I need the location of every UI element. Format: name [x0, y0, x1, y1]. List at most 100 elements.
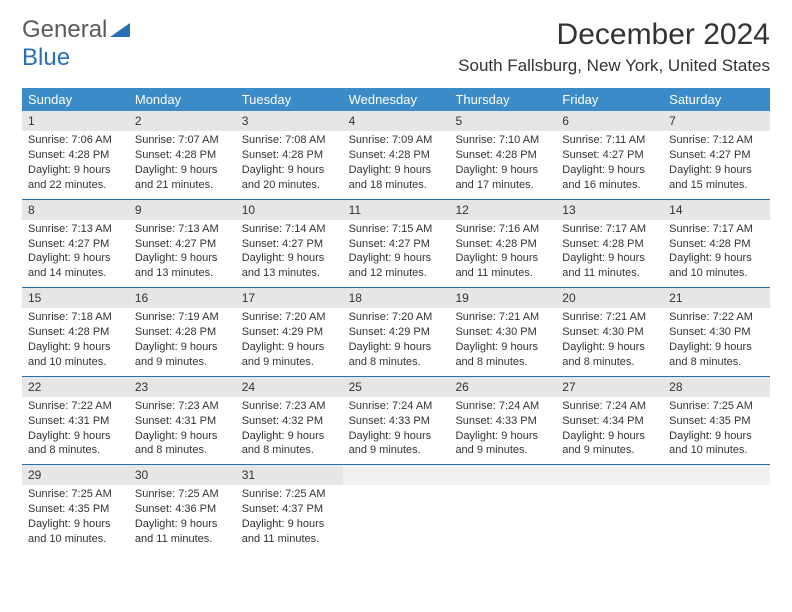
sunset-text: Sunset: 4:27 PM [135, 237, 230, 252]
calendar: SundayMondayTuesdayWednesdayThursdayFrid… [22, 88, 770, 553]
sunrise-text: Sunrise: 7:20 AM [349, 310, 444, 325]
daylight-text: Daylight: 9 hours and 8 minutes. [135, 429, 230, 459]
day-number: 15 [22, 288, 129, 308]
day-body: Sunrise: 7:24 AMSunset: 4:33 PMDaylight:… [343, 397, 450, 464]
day-body: Sunrise: 7:24 AMSunset: 4:33 PMDaylight:… [449, 397, 556, 464]
daylight-text: Daylight: 9 hours and 15 minutes. [669, 163, 764, 193]
day-cell: 21Sunrise: 7:22 AMSunset: 4:30 PMDayligh… [663, 288, 770, 376]
day-number: 30 [129, 465, 236, 485]
day-body: Sunrise: 7:19 AMSunset: 4:28 PMDaylight:… [129, 308, 236, 375]
sunset-text: Sunset: 4:27 PM [28, 237, 123, 252]
sunset-text: Sunset: 4:36 PM [135, 502, 230, 517]
day-number: 26 [449, 377, 556, 397]
day-cell: 15Sunrise: 7:18 AMSunset: 4:28 PMDayligh… [22, 288, 129, 376]
day-number: 1 [22, 111, 129, 131]
sunrise-text: Sunrise: 7:06 AM [28, 133, 123, 148]
sunset-text: Sunset: 4:29 PM [242, 325, 337, 340]
sunrise-text: Sunrise: 7:24 AM [455, 399, 550, 414]
day-number: 25 [343, 377, 450, 397]
day-number: 16 [129, 288, 236, 308]
week-row: 22Sunrise: 7:22 AMSunset: 4:31 PMDayligh… [22, 377, 770, 466]
day-number: 20 [556, 288, 663, 308]
sunset-text: Sunset: 4:28 PM [28, 325, 123, 340]
location: South Fallsburg, New York, United States [458, 56, 770, 76]
day-body: Sunrise: 7:22 AMSunset: 4:30 PMDaylight:… [663, 308, 770, 375]
daylight-text: Daylight: 9 hours and 9 minutes. [242, 340, 337, 370]
sunrise-text: Sunrise: 7:23 AM [135, 399, 230, 414]
week-row: 1Sunrise: 7:06 AMSunset: 4:28 PMDaylight… [22, 111, 770, 200]
daylight-text: Daylight: 9 hours and 8 minutes. [28, 429, 123, 459]
sunrise-text: Sunrise: 7:25 AM [135, 487, 230, 502]
sunrise-text: Sunrise: 7:24 AM [562, 399, 657, 414]
day-number: 19 [449, 288, 556, 308]
daylight-text: Daylight: 9 hours and 8 minutes. [455, 340, 550, 370]
sunset-text: Sunset: 4:27 PM [349, 237, 444, 252]
day-cell [343, 465, 450, 553]
logo-triangle-icon [110, 23, 130, 40]
sunrise-text: Sunrise: 7:11 AM [562, 133, 657, 148]
sunset-text: Sunset: 4:28 PM [28, 148, 123, 163]
day-body: Sunrise: 7:13 AMSunset: 4:27 PMDaylight:… [129, 220, 236, 287]
sunset-text: Sunset: 4:31 PM [28, 414, 123, 429]
sunset-text: Sunset: 4:34 PM [562, 414, 657, 429]
daylight-text: Daylight: 9 hours and 9 minutes. [135, 340, 230, 370]
day-cell: 13Sunrise: 7:17 AMSunset: 4:28 PMDayligh… [556, 200, 663, 288]
sunrise-text: Sunrise: 7:22 AM [28, 399, 123, 414]
weekday-header: Wednesday [343, 88, 450, 111]
daylight-text: Daylight: 9 hours and 13 minutes. [242, 251, 337, 281]
day-cell: 10Sunrise: 7:14 AMSunset: 4:27 PMDayligh… [236, 200, 343, 288]
sunset-text: Sunset: 4:28 PM [242, 148, 337, 163]
day-number: 28 [663, 377, 770, 397]
day-body: Sunrise: 7:14 AMSunset: 4:27 PMDaylight:… [236, 220, 343, 287]
day-cell: 27Sunrise: 7:24 AMSunset: 4:34 PMDayligh… [556, 377, 663, 465]
day-cell: 24Sunrise: 7:23 AMSunset: 4:32 PMDayligh… [236, 377, 343, 465]
sunrise-text: Sunrise: 7:21 AM [562, 310, 657, 325]
day-cell: 5Sunrise: 7:10 AMSunset: 4:28 PMDaylight… [449, 111, 556, 199]
daylight-text: Daylight: 9 hours and 10 minutes. [28, 340, 123, 370]
day-cell: 20Sunrise: 7:21 AMSunset: 4:30 PMDayligh… [556, 288, 663, 376]
day-cell: 3Sunrise: 7:08 AMSunset: 4:28 PMDaylight… [236, 111, 343, 199]
day-number: 6 [556, 111, 663, 131]
day-number: 27 [556, 377, 663, 397]
daylight-text: Daylight: 9 hours and 20 minutes. [242, 163, 337, 193]
sunset-text: Sunset: 4:30 PM [455, 325, 550, 340]
day-body: Sunrise: 7:07 AMSunset: 4:28 PMDaylight:… [129, 131, 236, 198]
daylight-text: Daylight: 9 hours and 11 minutes. [455, 251, 550, 281]
day-body: Sunrise: 7:13 AMSunset: 4:27 PMDaylight:… [22, 220, 129, 287]
day-number: 7 [663, 111, 770, 131]
sunrise-text: Sunrise: 7:15 AM [349, 222, 444, 237]
day-body: Sunrise: 7:20 AMSunset: 4:29 PMDaylight:… [343, 308, 450, 375]
day-cell: 16Sunrise: 7:19 AMSunset: 4:28 PMDayligh… [129, 288, 236, 376]
daylight-text: Daylight: 9 hours and 8 minutes. [562, 340, 657, 370]
day-number: 31 [236, 465, 343, 485]
logo-text-general: General [22, 16, 107, 43]
day-cell: 2Sunrise: 7:07 AMSunset: 4:28 PMDaylight… [129, 111, 236, 199]
logo: General Blue [22, 18, 130, 66]
day-body: Sunrise: 7:21 AMSunset: 4:30 PMDaylight:… [449, 308, 556, 375]
daylight-text: Daylight: 9 hours and 9 minutes. [455, 429, 550, 459]
sunrise-text: Sunrise: 7:19 AM [135, 310, 230, 325]
week-row: 29Sunrise: 7:25 AMSunset: 4:35 PMDayligh… [22, 465, 770, 553]
sunrise-text: Sunrise: 7:25 AM [242, 487, 337, 502]
sunrise-text: Sunrise: 7:08 AM [242, 133, 337, 148]
day-number: 10 [236, 200, 343, 220]
daylight-text: Daylight: 9 hours and 13 minutes. [135, 251, 230, 281]
day-number: 24 [236, 377, 343, 397]
day-cell: 4Sunrise: 7:09 AMSunset: 4:28 PMDaylight… [343, 111, 450, 199]
day-body: Sunrise: 7:25 AMSunset: 4:37 PMDaylight:… [236, 485, 343, 552]
day-cell: 12Sunrise: 7:16 AMSunset: 4:28 PMDayligh… [449, 200, 556, 288]
sunrise-text: Sunrise: 7:13 AM [28, 222, 123, 237]
header: General Blue December 2024 South Fallsbu… [22, 18, 770, 76]
daylight-text: Daylight: 9 hours and 8 minutes. [349, 340, 444, 370]
day-body: Sunrise: 7:23 AMSunset: 4:32 PMDaylight:… [236, 397, 343, 464]
day-body: Sunrise: 7:08 AMSunset: 4:28 PMDaylight:… [236, 131, 343, 198]
day-body: Sunrise: 7:17 AMSunset: 4:28 PMDaylight:… [663, 220, 770, 287]
sunrise-text: Sunrise: 7:24 AM [349, 399, 444, 414]
sunrise-text: Sunrise: 7:21 AM [455, 310, 550, 325]
sunset-text: Sunset: 4:35 PM [28, 502, 123, 517]
day-number: 8 [22, 200, 129, 220]
sunrise-text: Sunrise: 7:17 AM [669, 222, 764, 237]
sunset-text: Sunset: 4:27 PM [669, 148, 764, 163]
day-cell: 30Sunrise: 7:25 AMSunset: 4:36 PMDayligh… [129, 465, 236, 553]
weekday-header: Friday [556, 88, 663, 111]
